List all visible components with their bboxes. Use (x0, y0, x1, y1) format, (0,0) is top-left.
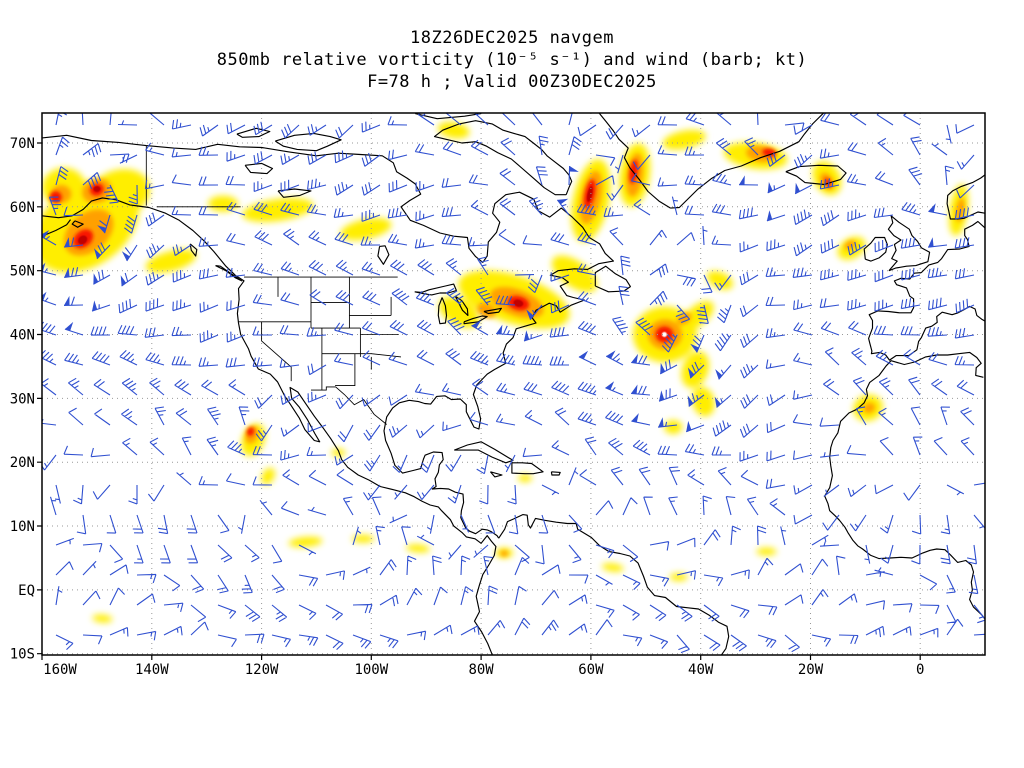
map-layers (42, 113, 985, 655)
vorticity-layer-yellow (42, 121, 969, 623)
lon-tick-label-20W: 20W (798, 662, 824, 678)
chart-title-line2: 850mb relative vorticity (10⁻⁵ s⁻¹) and … (216, 50, 808, 70)
chart-title-block: 18Z26DEC2025 navgem 850mb relative vorti… (0, 27, 1024, 93)
lat-tick-label-20N: 20N (10, 455, 35, 471)
lon-tick-label-100W: 100W (354, 662, 388, 678)
lon-tick-label-80W: 80W (468, 662, 494, 678)
lon-tick-label-120W: 120W (245, 662, 279, 678)
lat-tick-label-EQ: EQ (18, 583, 35, 599)
lat-tick-label-70N: 70N (10, 136, 35, 152)
axis-ticks (37, 142, 921, 660)
lon-tick-label-160W: 160W (43, 662, 77, 678)
lon-tick-label-60W: 60W (578, 662, 604, 678)
coastlines (42, 113, 985, 655)
chart-title-line1: 18Z26DEC2025 navgem (410, 28, 614, 48)
vorticity-layer-red (49, 148, 832, 436)
wind-barbs (42, 113, 985, 654)
vorticity-layer-darkred (77, 186, 593, 307)
lon-tick-label-140W: 140W (135, 662, 169, 678)
lat-tick-label-50N: 50N (10, 264, 35, 280)
chart-title-line3: F=78 h ; Valid 00Z30DEC2025 (367, 72, 657, 92)
lat-tick-label-30N: 30N (10, 391, 35, 407)
graticule (42, 113, 985, 655)
lat-tick-label-10N: 10N (10, 519, 35, 535)
lon-tick-label-0: 0 (916, 662, 924, 678)
map-frame (41, 112, 986, 656)
vorticity-layer-white (661, 332, 667, 337)
lat-tick-label-60N: 60N (10, 200, 35, 216)
lon-tick-label-40W: 40W (688, 662, 714, 678)
lat-tick-label-10S: 10S (10, 647, 35, 663)
lat-tick-label-40N: 40N (10, 328, 35, 344)
